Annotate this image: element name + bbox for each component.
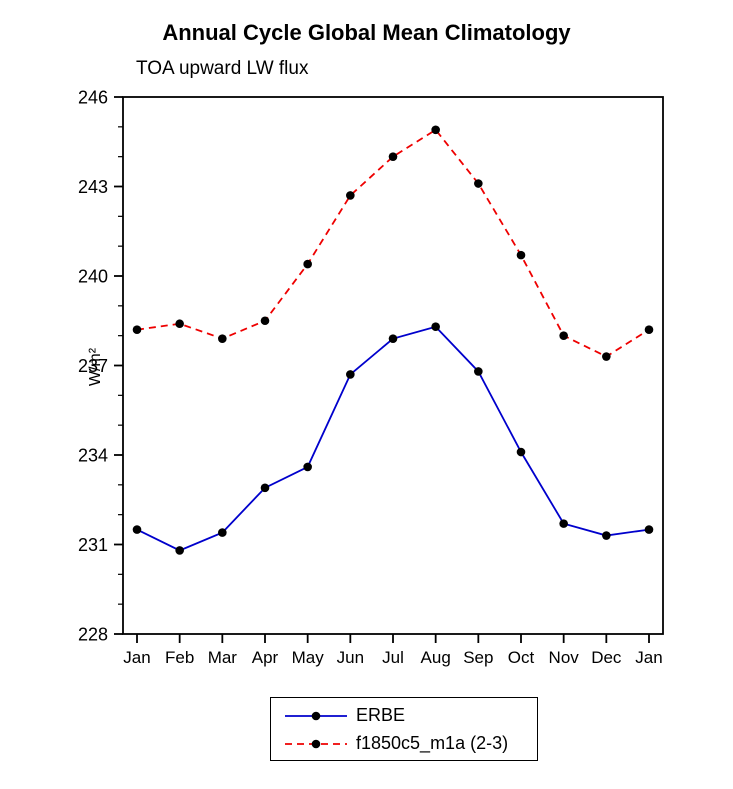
chart-subtitle: TOA upward LW flux <box>136 58 309 79</box>
svg-text:243: 243 <box>78 177 108 197</box>
svg-text:234: 234 <box>78 446 108 466</box>
svg-text:240: 240 <box>78 267 108 287</box>
svg-text:231: 231 <box>78 535 108 555</box>
legend-item-erbe: ERBE <box>285 703 537 727</box>
svg-text:Mar: Mar <box>208 648 238 667</box>
svg-text:Feb: Feb <box>165 648 194 667</box>
f1850c5-line-sample <box>285 737 347 749</box>
svg-text:Jun: Jun <box>337 648 364 667</box>
legend: ERBE f1850c5_m1a (2-3) <box>270 697 538 761</box>
svg-text:Nov: Nov <box>549 648 580 667</box>
erbe-line-sample <box>285 709 347 721</box>
svg-text:May: May <box>292 648 325 667</box>
chart-title: Annual Cycle Global Mean Climatology <box>162 20 571 45</box>
svg-text:Dec: Dec <box>591 648 622 667</box>
svg-text:Oct: Oct <box>508 648 535 667</box>
svg-text:246: 246 <box>78 88 108 108</box>
legend-label-f1850c5: f1850c5_m1a (2-3) <box>356 732 509 753</box>
svg-text:Jan: Jan <box>635 648 662 667</box>
svg-text:228: 228 <box>78 625 108 645</box>
svg-text:Sep: Sep <box>463 648 493 667</box>
svg-text:Aug: Aug <box>421 648 451 667</box>
svg-text:Apr: Apr <box>252 648 279 667</box>
legend-item-f1850c5: f1850c5_m1a (2-3) <box>285 731 537 755</box>
svg-text:237: 237 <box>78 356 108 376</box>
svg-text:Jan: Jan <box>123 648 150 667</box>
legend-label-erbe: ERBE <box>356 704 406 725</box>
svg-text:Jul: Jul <box>382 648 404 667</box>
